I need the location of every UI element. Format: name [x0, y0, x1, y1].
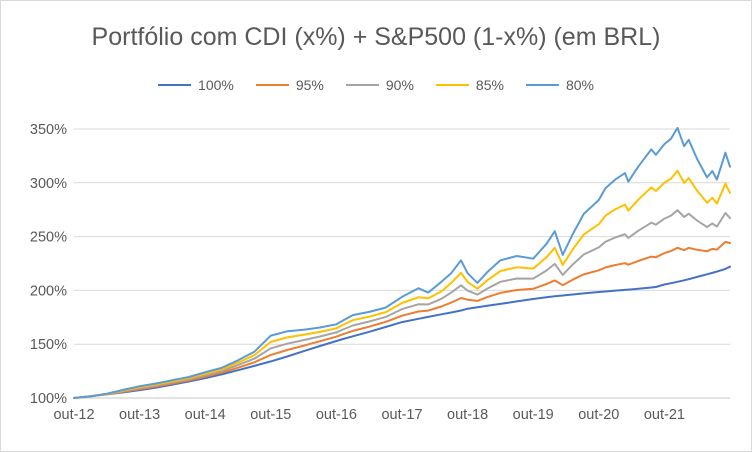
- legend-line-swatch: [158, 84, 192, 86]
- x-tick-label: out-15: [250, 407, 291, 423]
- legend-label: 90%: [385, 77, 414, 93]
- legend-line-swatch: [255, 84, 289, 86]
- x-tick-label: out-17: [381, 407, 422, 423]
- y-tick-label: 300%: [30, 176, 67, 192]
- x-tick-label: out-16: [316, 407, 357, 423]
- series-line-85%[interactable]: [73, 169, 731, 399]
- y-tick-label: 200%: [30, 283, 67, 299]
- legend-label: 95%: [295, 77, 324, 93]
- series-line-80%[interactable]: [73, 126, 731, 399]
- series-line-100%[interactable]: [73, 265, 731, 399]
- legend-item-90[interactable]: 90%: [345, 77, 414, 93]
- legend-item-100[interactable]: 100%: [158, 77, 234, 93]
- legend-line-swatch: [525, 84, 559, 86]
- legend-label: 85%: [475, 77, 504, 93]
- y-tick-label: 150%: [30, 337, 67, 353]
- series-line-90%[interactable]: [73, 209, 731, 399]
- x-tick-label: out-14: [185, 407, 226, 423]
- x-tick-label: out-18: [447, 407, 488, 423]
- chart-title: Portfólio com CDI (x%) + S&P500 (1-x%) (…: [91, 23, 661, 51]
- y-tick-label: 100%: [30, 391, 67, 407]
- legend-item-95[interactable]: 95%: [255, 77, 324, 93]
- legend-item-80[interactable]: 80%: [525, 77, 594, 93]
- legend-label: 80%: [565, 77, 594, 93]
- chart-legend: 100% 95% 90% 85% 80%: [1, 77, 751, 93]
- x-tick-label: out-21: [644, 407, 685, 423]
- y-tick-label: 350%: [30, 122, 67, 138]
- legend-line-swatch: [345, 84, 379, 86]
- y-tick-label: 250%: [30, 230, 67, 246]
- x-tick-label: out-13: [119, 407, 160, 423]
- legend-item-85[interactable]: 85%: [435, 77, 504, 93]
- series-line-95%[interactable]: [73, 240, 731, 399]
- x-tick-label: out-19: [513, 407, 554, 423]
- x-tick-label: out-20: [578, 407, 619, 423]
- x-tick-label: out-12: [53, 407, 94, 423]
- legend-line-swatch: [435, 84, 469, 86]
- legend-label: 100%: [198, 77, 234, 93]
